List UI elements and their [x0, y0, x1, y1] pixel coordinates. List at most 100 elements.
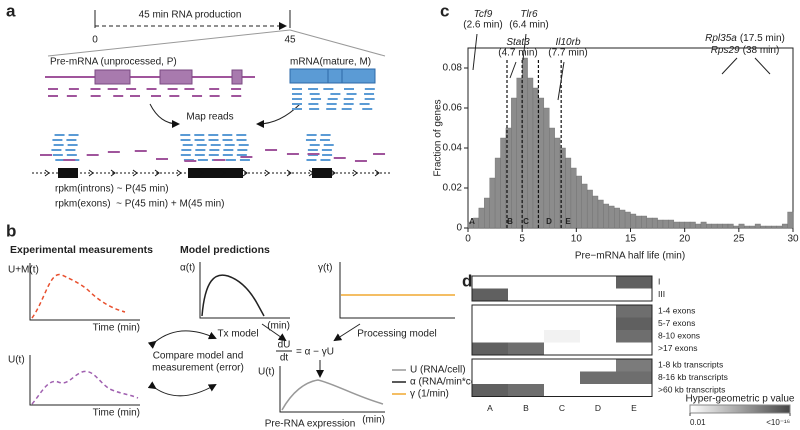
x-tick-label: 20	[679, 234, 691, 245]
legend-entry: γ (1/min)	[410, 389, 449, 400]
introns-formula: rpkm(introns) ~ P(45 min)	[55, 184, 169, 195]
heatmap-cell	[616, 317, 652, 330]
heatmap-cell	[616, 359, 652, 372]
chevron	[286, 169, 292, 177]
bar	[576, 175, 582, 229]
heatmap-cell	[616, 276, 652, 289]
bar	[516, 77, 523, 229]
column-label: D	[595, 403, 601, 413]
chevron	[374, 169, 380, 177]
axis-label: (min)	[267, 321, 290, 332]
heatmap-cell	[616, 305, 652, 318]
annotation: Rpl35a (17.5 min)	[705, 33, 785, 44]
x-tick-label: 10	[571, 234, 583, 245]
heatmap-cell	[544, 317, 580, 330]
heatmap-cell	[580, 342, 616, 355]
y-tick-label: 0.08	[443, 63, 463, 74]
bar	[787, 211, 794, 229]
legend: U (RNA/cell)α (RNA/min*cell)γ (1/min)	[392, 365, 484, 400]
curve	[201, 274, 265, 317]
heatmap-cell	[544, 276, 580, 289]
panel-b: Experimental measurements Model predicti…	[8, 244, 484, 430]
column-label: E	[631, 403, 637, 413]
bar	[592, 195, 599, 229]
bar	[484, 197, 490, 229]
x-tick-label: 25	[733, 234, 745, 245]
chevron	[110, 169, 116, 177]
bar	[781, 223, 788, 229]
axes	[199, 262, 290, 319]
bar	[608, 205, 615, 229]
annotation-line	[509, 61, 517, 79]
row-label: III	[658, 289, 665, 299]
bar	[727, 223, 734, 229]
axes	[339, 262, 455, 319]
annotation-line	[721, 57, 738, 75]
exon	[94, 69, 131, 85]
curve	[281, 379, 384, 411]
panel-letter: d	[462, 271, 472, 290]
group-label: B	[507, 217, 513, 226]
gene-name: Stat3	[506, 37, 530, 48]
panel-letter: c	[440, 1, 449, 20]
bar	[500, 137, 507, 229]
bar	[722, 223, 729, 229]
legend-entry: α (RNA/min*cell)	[410, 377, 484, 388]
heatmap-cell	[580, 288, 616, 301]
group-label: A	[469, 217, 475, 226]
heatmap-cell	[616, 342, 652, 355]
heatmap-cell	[580, 317, 616, 330]
axis-label: U+M(t)	[8, 265, 39, 276]
chevron	[220, 169, 226, 177]
heatmap-cell	[472, 384, 508, 397]
map-reads: Map reads	[186, 112, 233, 123]
zoom-line	[47, 29, 291, 57]
equation: = α − γU	[296, 347, 334, 358]
bar	[494, 157, 501, 229]
heatmap-cell	[616, 371, 652, 384]
bar	[630, 213, 637, 229]
legend-entry: U (RNA/cell)	[410, 365, 466, 376]
annotation-line	[754, 57, 771, 75]
heatmap-cell	[580, 276, 616, 289]
bar	[738, 223, 745, 229]
y-tick-label: 0.02	[443, 183, 463, 194]
x-tick-label: 5	[519, 234, 525, 245]
heatmap-cell	[508, 359, 544, 372]
bar	[614, 207, 620, 229]
x-axis-label: Pre−mRNA half life (min)	[575, 251, 685, 262]
legend-title: Hyper-geometric p value	[686, 394, 795, 405]
timeline-label: 45 min RNA production	[139, 10, 242, 21]
heatmap-cell	[544, 384, 580, 397]
heatmap-cell	[472, 359, 508, 372]
curve	[31, 370, 139, 405]
row-label: I	[658, 277, 660, 287]
heatmap-cell	[508, 384, 544, 397]
y-tick-label: 0.04	[443, 143, 463, 154]
group-frame	[471, 275, 653, 302]
chevron	[44, 169, 50, 177]
heatmap-cell	[616, 384, 652, 397]
annotation-half-life: (4.7 min)	[498, 48, 537, 59]
bar	[570, 167, 577, 229]
bar	[760, 225, 767, 229]
exon	[159, 69, 193, 85]
axis-label: (min)	[362, 415, 385, 426]
heatmap-cell	[544, 288, 580, 301]
heading: Model predictions	[180, 244, 270, 256]
heatmap-cell	[580, 330, 616, 343]
row-label: 1-8 kb transcripts	[658, 360, 723, 370]
bar	[641, 215, 647, 229]
bar	[679, 221, 685, 229]
annotation-half-life: (6.4 min)	[509, 20, 548, 31]
gene-name: Il10rb	[555, 37, 580, 48]
heading: Experimental measurements	[10, 244, 153, 256]
bar	[543, 107, 550, 229]
mrna	[289, 68, 376, 84]
chevron	[330, 169, 336, 177]
axes	[279, 366, 385, 413]
row-label: >60 kb transcripts	[658, 385, 725, 395]
color-scale	[689, 404, 791, 414]
axis-label: Time (min)	[93, 408, 140, 419]
exon	[231, 69, 243, 85]
